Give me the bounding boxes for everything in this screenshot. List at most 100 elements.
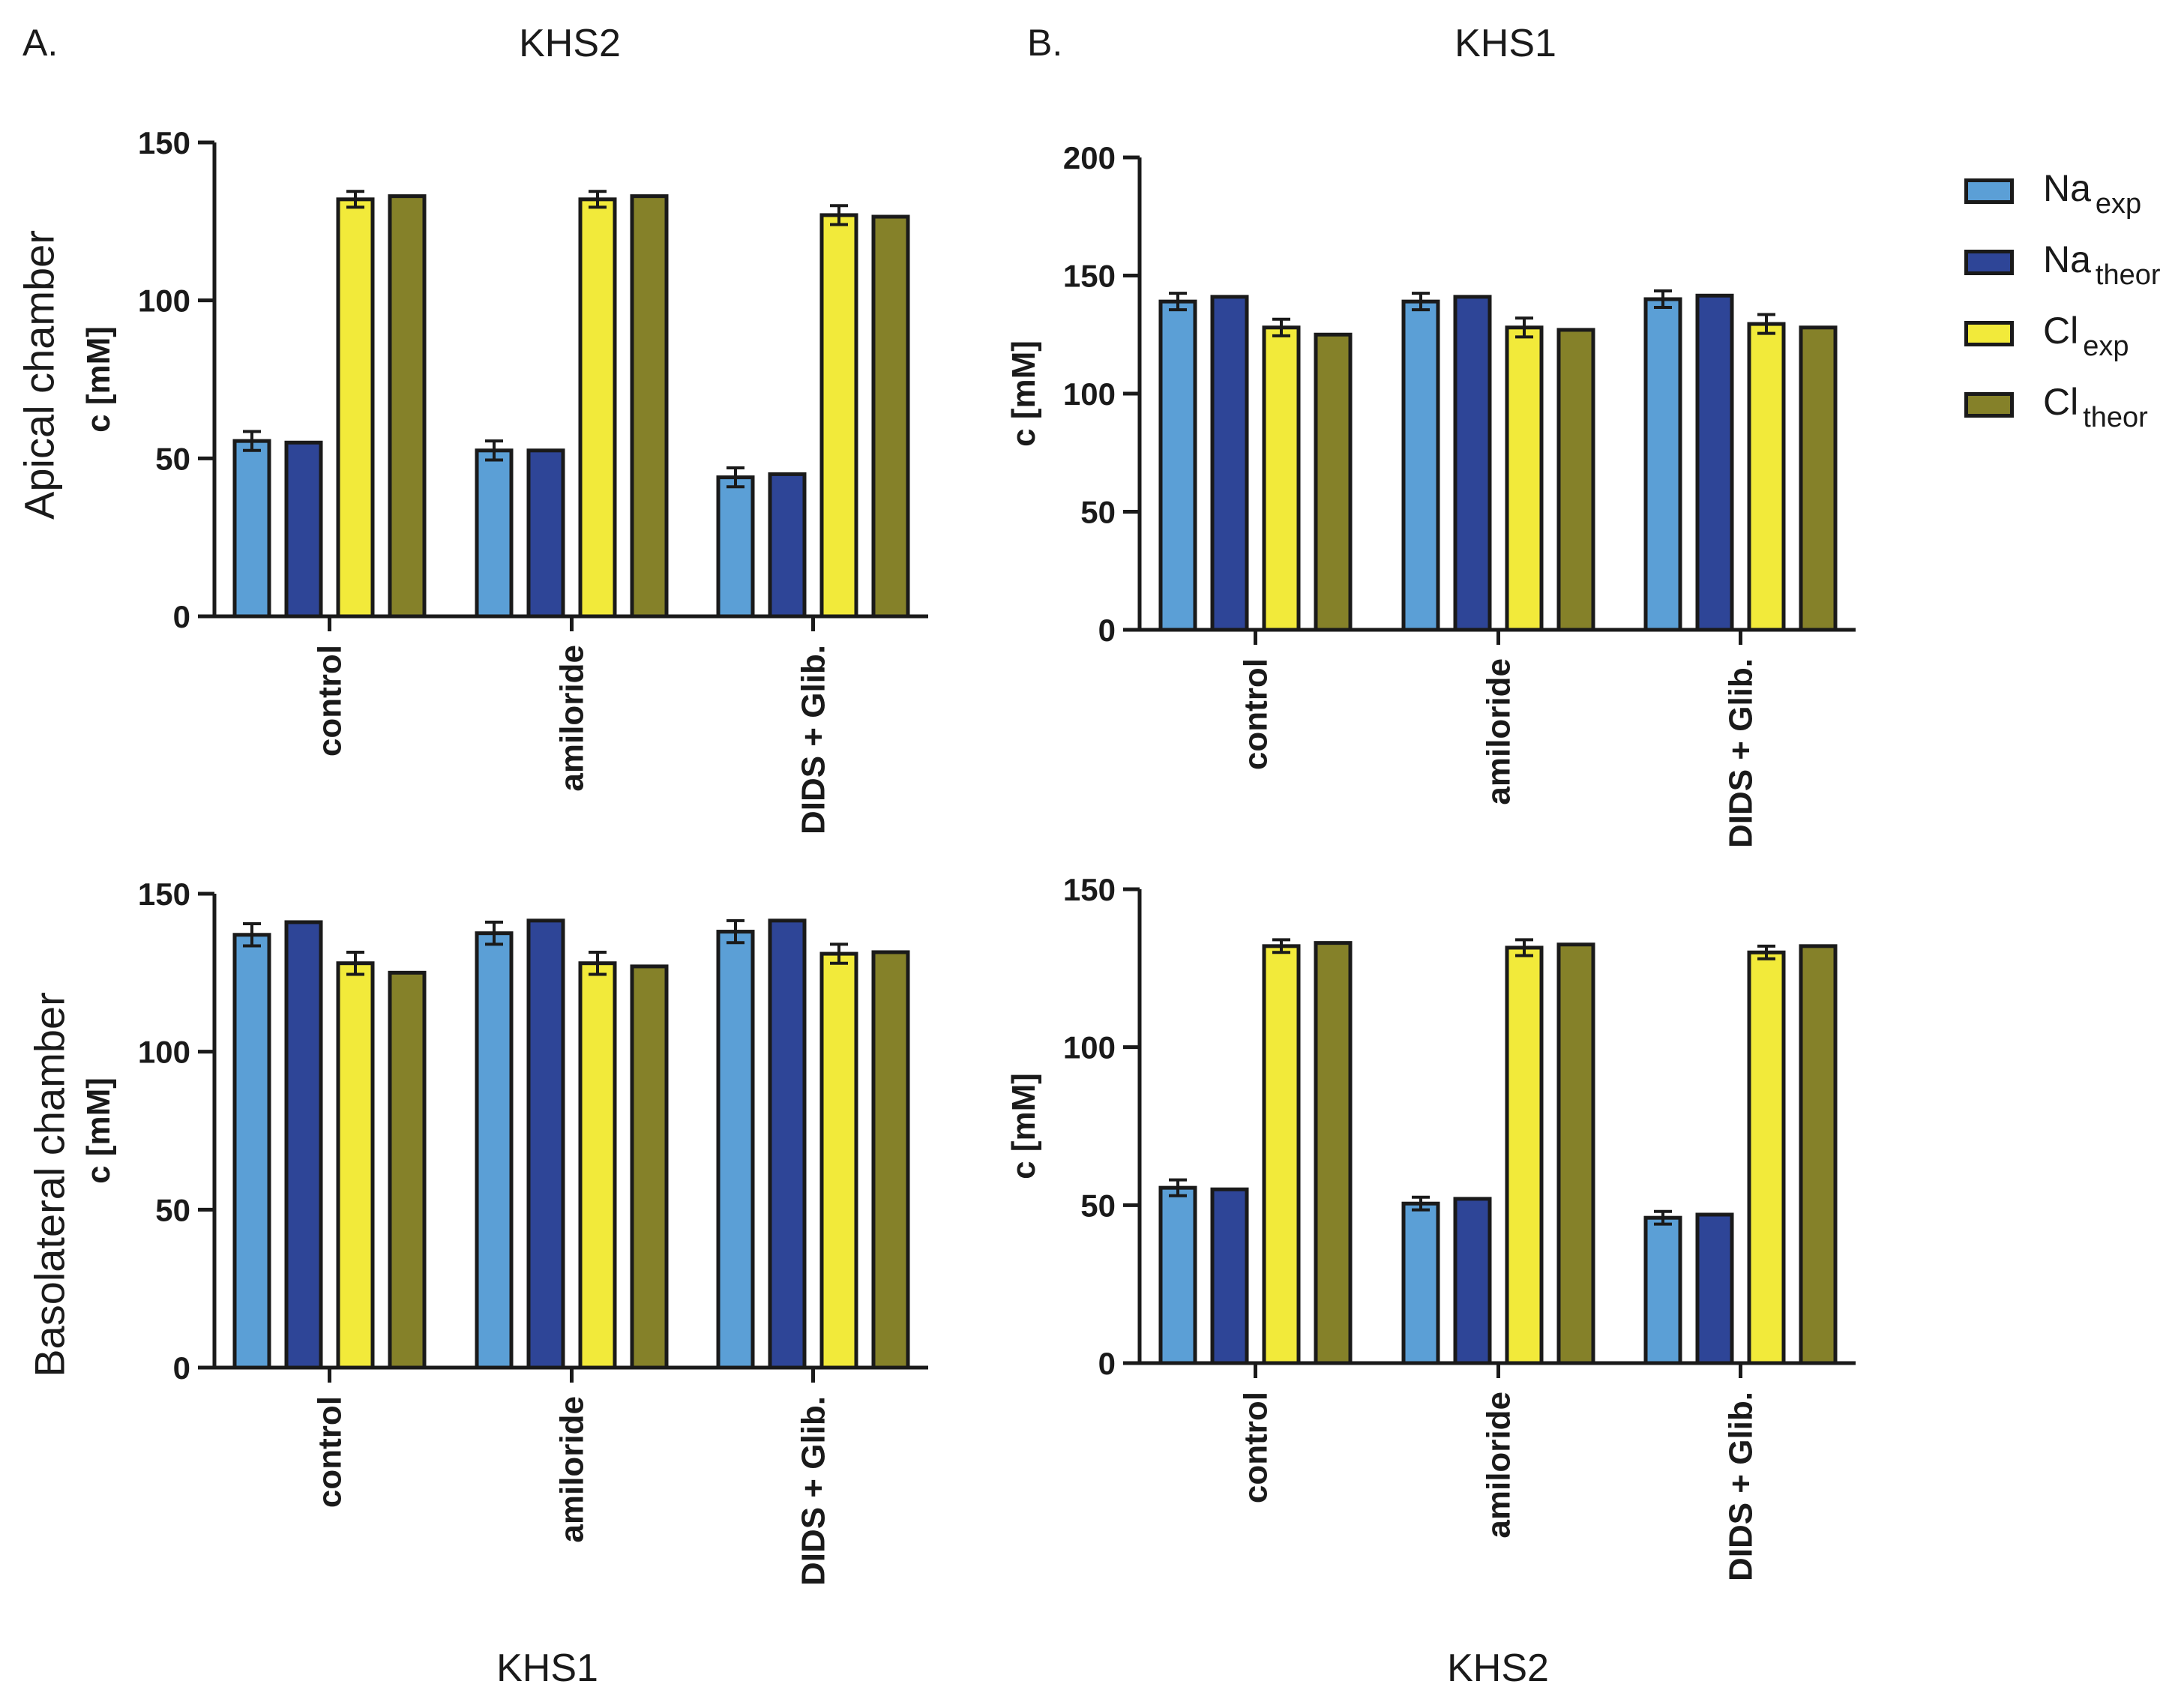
y-tick-label-basolateral-khs2-100: 100 — [1063, 1030, 1116, 1065]
bar-basolateral-khs1-0-3 — [388, 970, 427, 1370]
panel-a-letter: A. — [22, 22, 58, 64]
legend-swatch-cl-exp — [1964, 321, 2014, 346]
bar-basolateral-khs1-1-2 — [578, 961, 617, 1370]
bar-basolateral-khs1-0-1 — [284, 920, 323, 1370]
y-tick-label-basolateral-khs2-150: 150 — [1063, 872, 1116, 907]
bar-basolateral-khs2-0-2 — [1262, 944, 1301, 1365]
y-tick-label-apical-khs1-150: 150 — [1063, 259, 1116, 294]
bar-basolateral-khs1-2-0 — [716, 930, 755, 1370]
y-tick-label-apical-khs2-150: 150 — [138, 125, 190, 160]
y-axis-label-apical-khs1: c [mM] — [1005, 340, 1042, 447]
chart-apical-khs1: 0 50 100 150 200 c [mM] control amiloride DIDS +… — [1005, 140, 1856, 848]
bar-basolateral-khs2-2-0 — [1643, 1215, 1682, 1365]
x-tick-label-apical-khs2-1: amiloride — [554, 645, 591, 792]
bar-apical-khs2-1-0 — [475, 448, 514, 619]
panel-a-bottom-label: KHS1 — [496, 1647, 598, 1690]
x-tick-label-apical-khs2-2: DIDS + Glib. — [795, 645, 832, 835]
bar-apical-khs1-1-0 — [1401, 299, 1440, 632]
x-tick-label-apical-khs2-0: control — [312, 645, 349, 757]
bar-basolateral-khs2-2-3 — [1799, 944, 1838, 1365]
bar-apical-khs2-2-0 — [716, 475, 755, 619]
bar-apical-khs1-0-0 — [1158, 299, 1197, 632]
legend-label-cl-exp: Cl exp — [2043, 310, 2129, 362]
y-tick-label-apical-khs1-100: 100 — [1063, 376, 1116, 412]
panel-a-title: KHS2 — [519, 22, 621, 65]
y-tick-label-basolateral-khs1-150: 150 — [138, 876, 190, 912]
bar-apical-khs2-2-3 — [871, 214, 910, 619]
bar-basolateral-khs1-2-1 — [768, 918, 807, 1370]
bar-apical-khs1-2-3 — [1799, 325, 1838, 632]
bar-apical-khs2-0-0 — [232, 439, 271, 619]
x-tick-label-basolateral-khs2-1: amiloride — [1481, 1392, 1517, 1539]
y-tick-label-apical-khs1-0: 0 — [1098, 613, 1116, 648]
bar-apical-khs1-2-0 — [1643, 297, 1682, 632]
legend-swatch-na-exp — [1964, 178, 2014, 204]
legend-label-na-exp: Na exp — [2043, 167, 2142, 220]
bar-apical-khs1-0-1 — [1210, 295, 1249, 632]
bar-apical-khs2-2-2 — [819, 213, 858, 619]
bar-basolateral-khs2-0-0 — [1158, 1185, 1197, 1365]
y-tick-label-basolateral-khs2-50: 50 — [1080, 1188, 1116, 1223]
bar-basolateral-khs2-0-1 — [1210, 1187, 1249, 1365]
y-tick-label-basolateral-khs1-0: 0 — [173, 1350, 190, 1386]
bar-basolateral-khs1-1-0 — [475, 931, 514, 1370]
bar-apical-khs1-2-1 — [1695, 293, 1734, 632]
bar-basolateral-khs1-0-2 — [336, 961, 375, 1370]
x-tick-label-basolateral-khs2-2: DIDS + Glib. — [1723, 1392, 1760, 1581]
x-tick-label-apical-khs1-2: DIDS + Glib. — [1723, 658, 1760, 848]
bar-apical-khs1-1-3 — [1556, 328, 1595, 632]
bar-basolateral-khs1-2-2 — [819, 951, 858, 1370]
y-axis-label-basolateral-khs2: c [mM] — [1005, 1073, 1042, 1179]
bar-basolateral-khs1-1-1 — [526, 918, 565, 1370]
x-tick-label-basolateral-khs1-1: amiloride — [554, 1396, 591, 1543]
panel-b-letter: B. — [1027, 22, 1063, 64]
x-tick-label-basolateral-khs1-0: control — [312, 1396, 349, 1508]
legend-swatch-na-theor — [1964, 250, 2014, 275]
y-tick-label-apical-khs2-0: 0 — [173, 599, 190, 634]
y-tick-label-basolateral-khs1-50: 50 — [155, 1192, 190, 1227]
legend-label-cl-theor: Cl theor — [2043, 381, 2148, 433]
chart-basolateral-khs1: 0 50 100 150 c [mM] control amiloride DIDS + Gl… — [80, 876, 928, 1586]
y-axis-label-apical-khs2: c [mM] — [80, 326, 117, 433]
bar-apical-khs2-0-2 — [336, 197, 375, 619]
bar-basolateral-khs1-2-3 — [871, 950, 910, 1370]
bar-apical-khs2-2-1 — [768, 472, 807, 619]
legend-label-na-theor: Na theor — [2043, 238, 2161, 291]
bar-apical-khs2-1-3 — [630, 194, 669, 619]
bar-apical-khs2-0-3 — [388, 194, 427, 619]
y-tick-label-apical-khs2-50: 50 — [155, 441, 190, 476]
y-tick-label-apical-khs2-100: 100 — [138, 283, 190, 319]
panel-b-title: KHS1 — [1455, 22, 1556, 65]
bar-basolateral-khs2-1-1 — [1453, 1197, 1492, 1365]
bar-apical-khs1-2-2 — [1747, 322, 1786, 632]
bar-apical-khs1-0-2 — [1262, 325, 1301, 632]
bar-apical-khs2-1-2 — [578, 197, 617, 619]
bar-basolateral-khs2-2-2 — [1747, 950, 1786, 1365]
bar-basolateral-khs1-1-3 — [630, 964, 669, 1370]
bar-basolateral-khs2-1-0 — [1401, 1201, 1440, 1365]
chart-apical-khs2: 0 50 100 150 c [mM] control amiloride DIDS + Gl… — [80, 125, 928, 835]
y-tick-label-apical-khs1-200: 200 — [1063, 140, 1116, 175]
x-tick-label-basolateral-khs1-2: DIDS + Glib. — [795, 1396, 832, 1586]
bar-apical-khs1-0-3 — [1314, 332, 1353, 632]
bar-basolateral-khs2-1-2 — [1505, 945, 1544, 1365]
legend-swatch-cl-theor — [1964, 392, 2014, 418]
x-tick-label-apical-khs1-1: amiloride — [1481, 658, 1517, 805]
bar-apical-khs2-1-1 — [526, 448, 565, 619]
y-tick-label-apical-khs1-50: 50 — [1080, 495, 1116, 530]
bar-basolateral-khs2-0-3 — [1314, 941, 1353, 1365]
y-axis-label-basolateral-khs1: c [mM] — [80, 1077, 117, 1184]
y-tick-label-basolateral-khs1-100: 100 — [138, 1035, 190, 1070]
y-tick-label-basolateral-khs2-0: 0 — [1098, 1346, 1116, 1381]
bar-basolateral-khs1-0-0 — [232, 933, 271, 1370]
bar-basolateral-khs2-1-3 — [1556, 942, 1595, 1365]
bar-apical-khs1-1-2 — [1505, 325, 1544, 632]
bar-apical-khs2-0-1 — [284, 440, 323, 619]
x-tick-label-apical-khs1-0: control — [1238, 658, 1275, 770]
bar-basolateral-khs2-2-1 — [1695, 1212, 1734, 1365]
panel-b-bottom-label: KHS2 — [1447, 1647, 1549, 1690]
bar-apical-khs1-1-1 — [1453, 295, 1492, 632]
chart-basolateral-khs2: 0 50 100 150 c [mM] control amiloride DIDS + Gl… — [1005, 872, 1856, 1581]
x-tick-label-basolateral-khs2-0: control — [1238, 1392, 1275, 1503]
